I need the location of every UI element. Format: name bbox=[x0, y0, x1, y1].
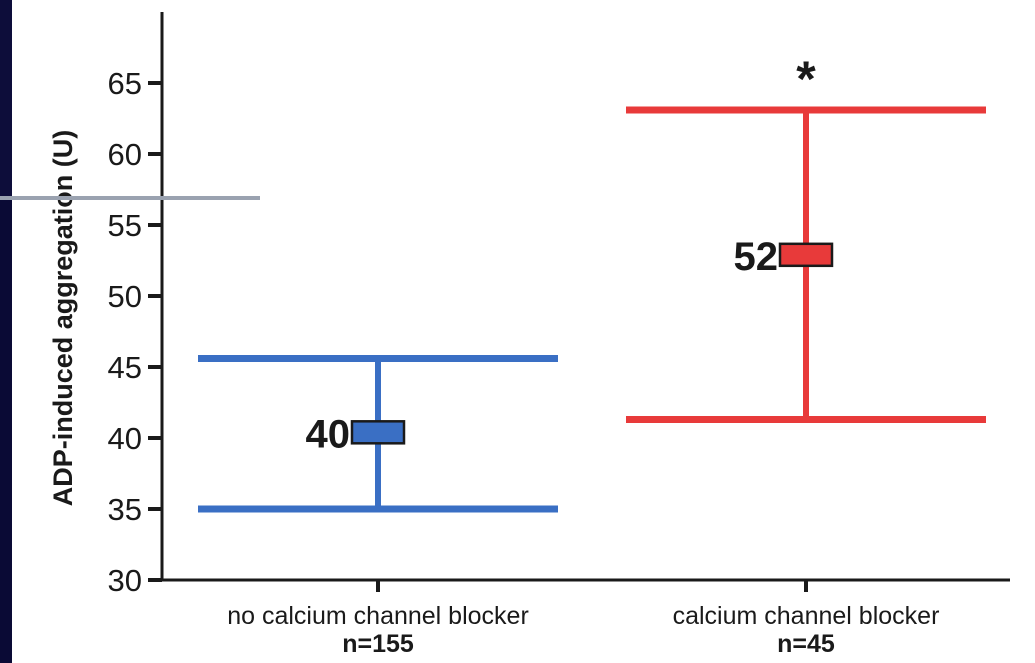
y-tick-label: 40 bbox=[108, 421, 142, 456]
mean-value-label: 52 bbox=[734, 235, 779, 279]
x-tick-label: calcium channel blocker bbox=[673, 602, 940, 630]
y-tick-label: 45 bbox=[108, 350, 142, 385]
y-tick-label: 65 bbox=[108, 66, 142, 101]
x-tick-n-label: n=45 bbox=[777, 630, 835, 658]
y-tick-label: 50 bbox=[108, 279, 142, 314]
y-tick-label: 60 bbox=[108, 137, 142, 172]
plot-panel bbox=[12, 0, 1035, 663]
y-tick-label: 30 bbox=[108, 563, 142, 598]
significance-asterisk: * bbox=[796, 51, 816, 107]
x-tick-n-label: n=155 bbox=[342, 630, 414, 658]
y-axis-label: ADP-induced aggregation (U) bbox=[48, 130, 78, 507]
mean-marker bbox=[778, 242, 834, 268]
mean-marker bbox=[350, 420, 406, 445]
mean-value-label: 40 bbox=[306, 412, 351, 456]
background-divider bbox=[0, 196, 260, 200]
y-tick-label: 35 bbox=[108, 492, 142, 527]
x-tick-label: no calcium channel blocker bbox=[227, 602, 529, 630]
y-tick-label: 55 bbox=[108, 208, 142, 243]
